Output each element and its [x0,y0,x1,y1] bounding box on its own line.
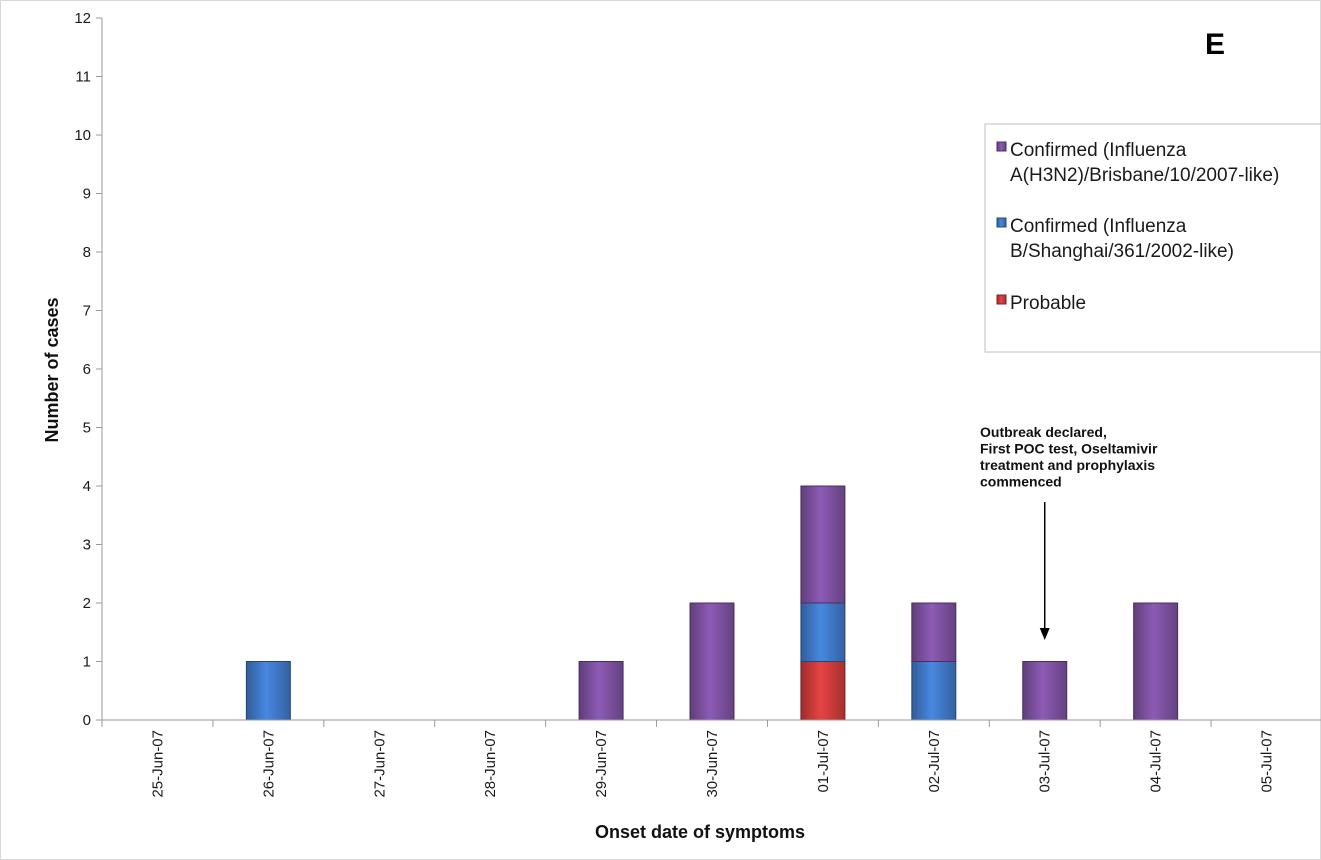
y-tick-label: 3 [83,537,91,554]
bar-segment [800,485,846,604]
x-tick-label: 26-Jun-07 [260,730,277,798]
legend-swatch [996,217,1007,228]
x-tick-label: 25-Jun-07 [149,730,166,798]
x-tick-label: 02-Jul-07 [926,730,943,793]
legend-label: Probable [1010,293,1086,314]
y-tick-label: 7 [83,303,91,320]
x-tick-labels: 25-Jun-07 26-Jun-07 27-Jun-07 28-Jun-07 29-J… [149,730,1275,798]
annotation: Outbreak declared,First POC test, Oselta… [980,424,1158,640]
bar-segment [911,602,957,662]
y-tick-label: 4 [83,478,91,495]
annotation-line: commenced [980,474,1062,490]
bar-segment [800,602,846,662]
annotation-line: Outbreak declared, [980,424,1107,440]
y-tick-label: 1 [83,654,91,671]
bar-segment [578,661,624,721]
y-tick-label: 6 [83,361,91,378]
annotation-line: treatment and prophylaxis [980,457,1155,473]
legend: Confirmed (Influenza A(H3N2)/Brisbane/10/… [984,123,1321,353]
bar-segment [911,661,957,721]
x-tick-label: 03-Jul-07 [1037,730,1054,793]
x-tick-label: 29-Jun-07 [593,730,610,798]
bar-segment [245,661,291,721]
y-tick-label: 12 [74,10,91,27]
bars [245,485,1179,721]
bar-segment [689,602,735,721]
bar-segment [800,661,846,721]
legend-label: A(H3N2)/Brisbane/10/2007-like) [1010,165,1279,186]
x-axis-title: Onset date of symptoms [595,822,805,842]
annotation-line: First POC test, Oseltamivir [980,441,1158,457]
legend-label: Confirmed (Influenza [1010,140,1187,161]
x-tick-label: 01-Jul-07 [815,730,832,793]
panel-label: E [1205,28,1225,61]
legend-swatch [996,294,1007,305]
y-tick-label: 2 [83,595,91,612]
y-tick-label: 8 [83,244,91,261]
bar-segment [1022,661,1068,721]
legend-label: Confirmed (Influenza [1010,216,1187,237]
x-tick-label: 27-Jun-07 [371,730,388,798]
axes [96,17,1321,727]
y-tick-label: 9 [83,186,91,203]
legend-swatch [996,141,1007,152]
legend-box [984,123,1321,353]
y-tick-label: 0 [83,712,91,729]
legend-label: B/Shanghai/361/2002-like) [1010,241,1234,262]
x-tick-label: 05-Jul-07 [1259,730,1276,793]
y-axis-title: Number of cases [42,297,62,442]
y-tick-label: 10 [74,127,91,144]
x-tick-label: 30-Jun-07 [704,730,721,798]
y-tick-label: 11 [75,69,91,86]
annotation-arrow-head [1039,628,1050,640]
bar-segment [1133,602,1179,721]
x-tick-label: 04-Jul-07 [1148,730,1165,793]
y-tick-label: 5 [83,420,91,437]
x-tick-label: 28-Jun-07 [482,730,499,798]
